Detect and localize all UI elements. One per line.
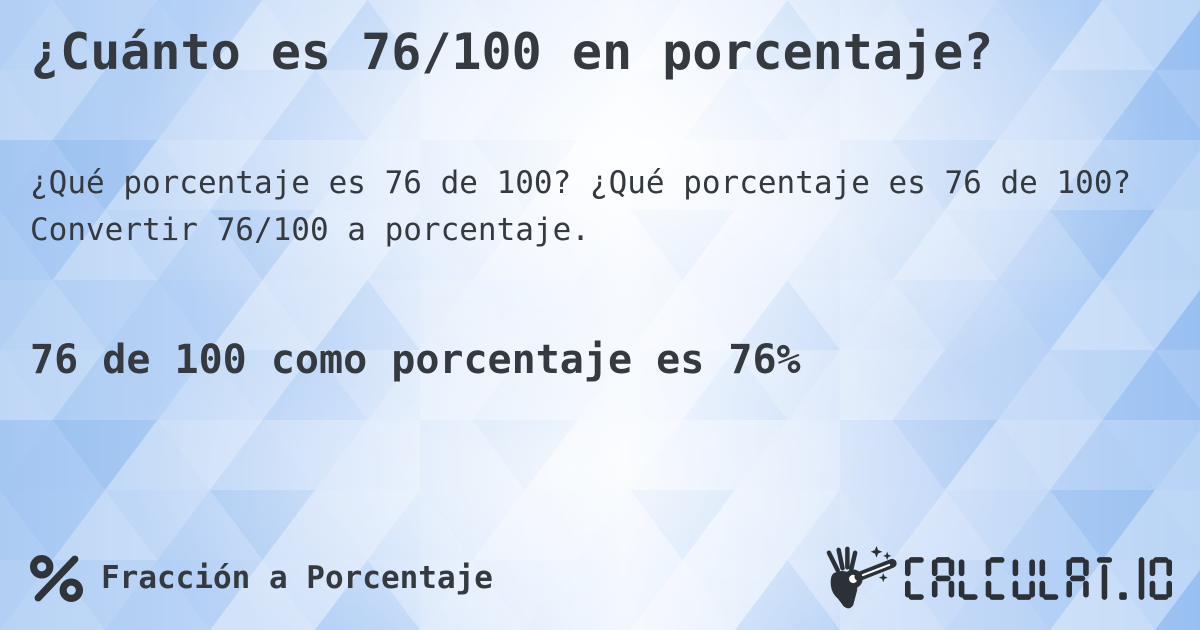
page-title: ¿Cuánto es 76/100 en porcentaje? (30, 23, 994, 81)
calculatio-logo: CALCULAT.IO (822, 545, 1172, 611)
calculatio-wordmark (905, 556, 1172, 600)
magic-wand-hand-icon (826, 545, 897, 609)
percent-icon (30, 554, 83, 602)
category-label: Fracción a Porcentaje (101, 560, 493, 596)
description-text: ¿Qué porcentaje es 76 de 100? ¿Qué porce… (30, 165, 1132, 248)
footer: Fracción a Porcentaje (30, 542, 1172, 614)
answer-heading: 76 de 100 como porcentaje es 76% (30, 337, 801, 383)
category-badge: Fracción a Porcentaje (30, 554, 493, 602)
